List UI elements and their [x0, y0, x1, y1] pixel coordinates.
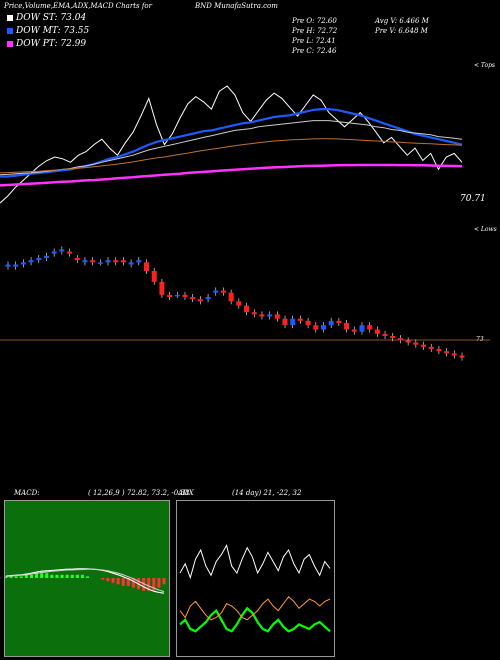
- last-price-label: 70.71: [460, 194, 486, 204]
- candle-body: [74, 258, 80, 261]
- prev-open: Pre O: 72.60: [292, 17, 337, 25]
- legend-label-pt: DOW PT: 72.99: [16, 39, 87, 49]
- candle-body: [5, 264, 11, 267]
- series-line-ema_slow: [0, 138, 463, 174]
- candle-body: [444, 351, 450, 354]
- candle-body: [267, 314, 273, 317]
- candle-body: [36, 258, 42, 261]
- chart-title: Price,Volume,EMA,ADX,MACD Charts for: [4, 2, 152, 10]
- candle-body: [13, 264, 19, 267]
- adx-label: ADX: [178, 489, 194, 497]
- candle-body: [344, 323, 350, 330]
- candle-body: [328, 320, 334, 326]
- candle-body: [459, 355, 465, 358]
- candle-body: [228, 292, 234, 302]
- candle-body: [97, 262, 103, 264]
- tops-label: < Tops: [474, 62, 496, 69]
- prev-high: Pre H: 72.72: [292, 27, 338, 35]
- candle-body: [274, 314, 280, 319]
- candle-body: [20, 262, 26, 265]
- candle-body: [82, 260, 88, 263]
- price-chart: [0, 85, 490, 361]
- candle-body: [359, 325, 365, 332]
- candle-body: [90, 260, 96, 263]
- lows-label: < Lows: [474, 226, 497, 233]
- candle-body: [244, 305, 250, 313]
- candle-body: [390, 336, 396, 339]
- candle-body: [51, 251, 57, 254]
- candle-body: [313, 325, 319, 330]
- macd-params: ( 12,26,9 ) 72.82, 73.2, -0.38: [88, 489, 190, 497]
- candle-body: [128, 262, 134, 265]
- candle-body: [259, 314, 265, 317]
- prev-close: Pre C: 72.46: [292, 47, 337, 55]
- candle-body: [67, 251, 73, 254]
- adx-line-minus_di: [179, 596, 331, 621]
- candle-body: [251, 312, 257, 315]
- chart-symbol: BND MunafaSutra.com: [195, 2, 278, 10]
- candle-body: [436, 349, 442, 352]
- candle-body: [236, 301, 242, 306]
- candle-body: [59, 249, 65, 252]
- candle-body: [374, 329, 380, 334]
- candle-body: [105, 260, 111, 263]
- candle-body: [421, 344, 427, 347]
- legend-label-mt: DOW MT: 73.55: [16, 26, 90, 36]
- legend-label-st: DOW ST: 73.04: [16, 13, 87, 23]
- candle-body: [413, 342, 419, 345]
- candle-body: [205, 297, 211, 300]
- candle-body: [282, 318, 288, 326]
- level-label: 73: [476, 336, 484, 343]
- candle-body: [136, 260, 142, 263]
- candle-body: [43, 255, 49, 258]
- candle-body: [290, 318, 296, 326]
- adx-params: (14 day) 21, -22, 32: [232, 489, 302, 497]
- candle-body: [120, 260, 126, 263]
- candle-body: [336, 320, 342, 323]
- candle-body: [451, 353, 457, 356]
- series-line-ema_mid: [0, 120, 463, 176]
- prev-low: Pre L: 72.41: [292, 37, 336, 45]
- candle-body: [159, 281, 165, 295]
- candle-body: [297, 318, 303, 321]
- legend-swatch-st: [7, 15, 13, 21]
- candle-body: [428, 346, 434, 349]
- candle-body: [144, 262, 150, 271]
- candle-body: [320, 325, 326, 330]
- candle-body: [182, 294, 188, 297]
- legend-swatch-mt: [7, 28, 13, 34]
- candle-body: [351, 329, 357, 332]
- candle-body: [397, 338, 403, 341]
- adx-line-plus_di: [179, 606, 331, 633]
- candle-body: [197, 299, 203, 302]
- candle-body: [151, 271, 157, 282]
- candle-body: [367, 325, 373, 330]
- candle-body: [220, 290, 226, 293]
- series-line-ema_long: [0, 163, 463, 187]
- candle-body: [113, 260, 119, 263]
- candle-body: [174, 294, 180, 297]
- avg-volume: Avg V: 6.466 M: [375, 17, 429, 25]
- macd-line-macd: [5, 568, 165, 594]
- macd-line-signal: [5, 568, 165, 593]
- candle-body: [167, 294, 173, 297]
- candle-body: [190, 297, 196, 300]
- candle-body: [213, 290, 219, 293]
- macd-label: MACD:: [14, 489, 40, 497]
- adx-panel: [176, 500, 335, 657]
- prev-volume: Pre V: 6.648 M: [375, 27, 428, 35]
- adx-line-adx: [179, 544, 331, 580]
- candle-body: [28, 260, 34, 263]
- candle-body: [382, 333, 388, 336]
- candle-body: [405, 340, 411, 343]
- candle-body: [305, 320, 311, 326]
- legend-swatch-pt: [7, 41, 13, 47]
